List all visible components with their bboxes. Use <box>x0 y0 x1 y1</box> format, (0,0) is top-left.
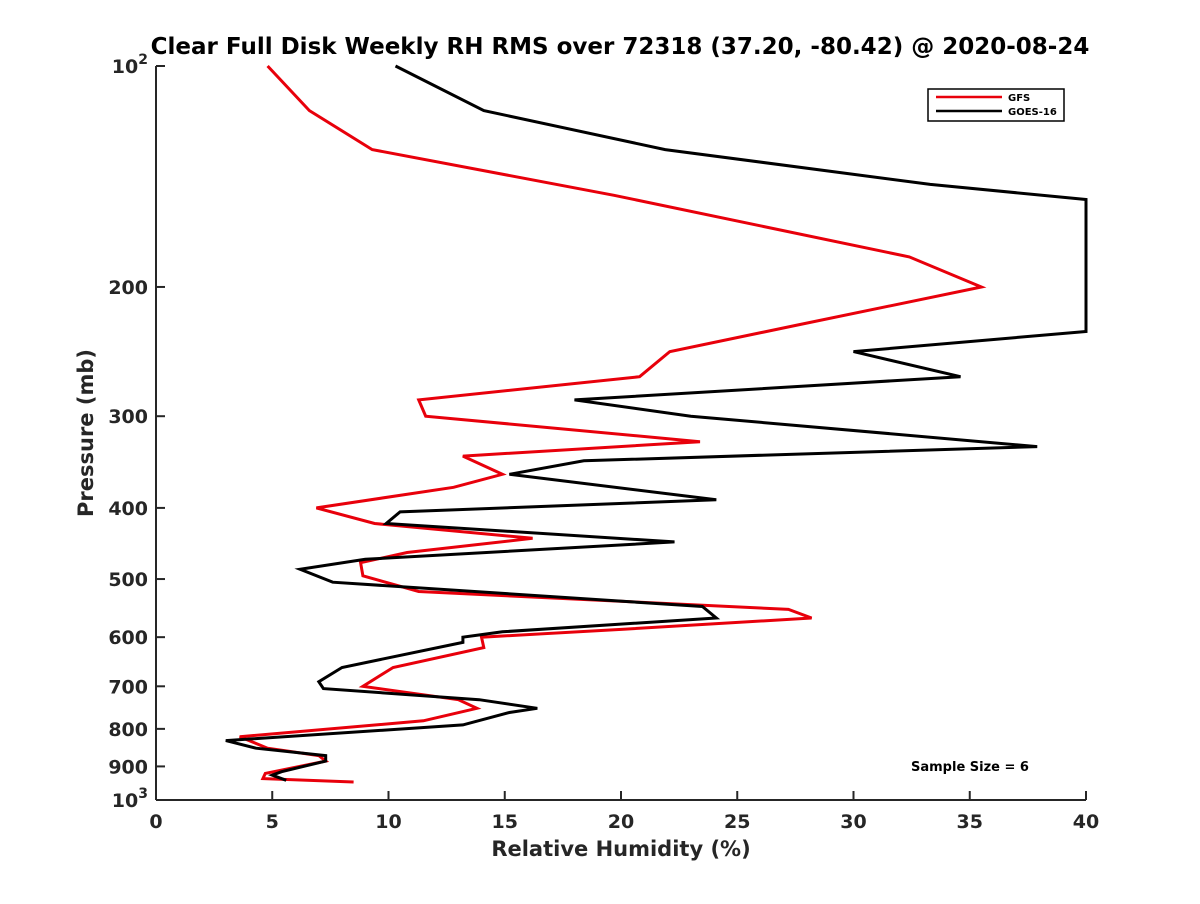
x-ticks: 0 5 10 15 20 25 30 35 40 <box>149 791 1099 833</box>
x-tick-label: 5 <box>266 811 279 833</box>
y-axis-label: Pressure (mb) <box>74 349 98 517</box>
y-tick-label: 400 <box>108 498 148 520</box>
y-tick-label: 900 <box>108 756 148 778</box>
series-line-gfs <box>239 64 987 784</box>
chart-title: Clear Full Disk Weekly RH RMS over 72318… <box>151 34 1090 60</box>
sample-size-annotation: Sample Size = 6 <box>911 760 1029 775</box>
legend-label-gfs: GFS <box>1008 93 1030 104</box>
y-tick-label: 600 <box>108 627 148 649</box>
x-axis-label: Relative Humidity (%) <box>491 837 750 861</box>
y-tick-label: 102 <box>112 52 148 78</box>
legend: GFS GOES-16 <box>927 88 1065 122</box>
x-tick-label: 20 <box>608 811 634 833</box>
y-tick-label: 200 <box>108 277 148 299</box>
x-tick-label: 15 <box>492 811 518 833</box>
x-tick-label: 30 <box>840 811 866 833</box>
x-tick-label: 10 <box>375 811 401 833</box>
series-line-goes16 <box>225 64 1088 782</box>
y-tick-label: 300 <box>108 406 148 428</box>
legend-box <box>927 88 1065 122</box>
x-tick-label: 35 <box>957 811 983 833</box>
x-tick-label: 25 <box>724 811 750 833</box>
y-tick-label: 800 <box>108 719 148 741</box>
x-tick-label: 0 <box>149 811 162 833</box>
y-ticks: 102 200 300 400 500 600 700 800 900 103 <box>108 52 165 812</box>
y-tick-label: 103 <box>112 786 148 812</box>
legend-label-goes16: GOES-16 <box>1008 107 1057 118</box>
y-tick-label: 700 <box>108 676 148 698</box>
y-tick-label: 500 <box>108 569 148 591</box>
series-layer <box>225 64 1088 784</box>
x-tick-label: 40 <box>1073 811 1099 833</box>
